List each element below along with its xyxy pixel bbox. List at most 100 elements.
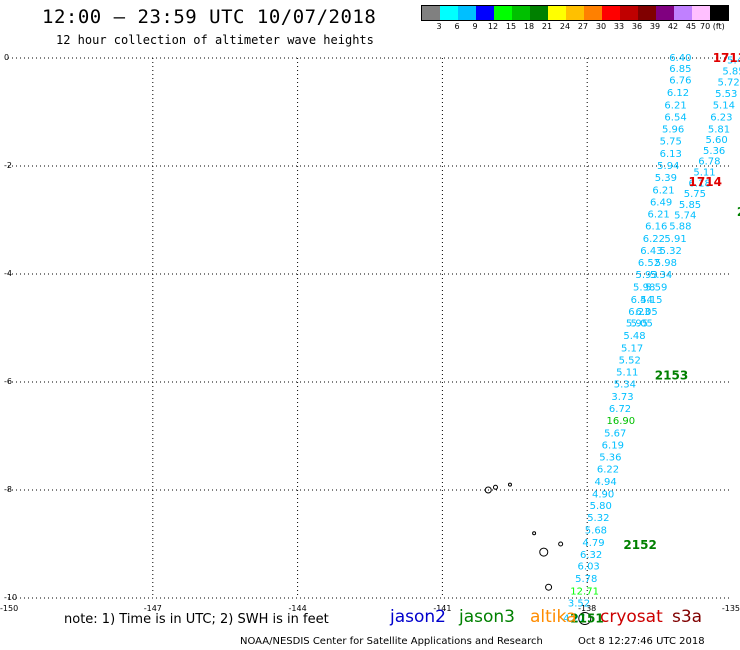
latitude-tick-label: -2 [4, 161, 12, 170]
swh-value-label: 6.23 [628, 307, 650, 318]
longitude-tick-label: -138 [578, 604, 596, 613]
swh-value-label: 6.32 [580, 550, 602, 561]
island-outline [539, 547, 549, 557]
legend-swatch [656, 6, 674, 20]
swh-value-label: 5.85 [722, 67, 740, 78]
swh-value-label: 3.52 [568, 598, 590, 609]
legend-tick-label: 42 [667, 22, 679, 31]
pass-time-label: 2151 [570, 612, 603, 626]
swh-value-label: 6.22 [597, 464, 619, 475]
swh-value-label: 6.52 [638, 258, 660, 269]
swh-value-label: 6.49 [650, 198, 672, 209]
legend-tick-label: 21 [541, 22, 553, 31]
legend-swatch [602, 6, 620, 20]
swh-value-label: 3.73 [611, 392, 633, 403]
longitude-tick-label: -144 [289, 604, 307, 613]
swh-value-label: 6.78 [698, 157, 720, 168]
swh-value-label: 5.11 [616, 367, 638, 378]
legend-swatch [458, 6, 476, 20]
pass-time-label: 1713 [713, 51, 740, 65]
swh-value-label: 5.48 [623, 331, 645, 342]
swh-value-label: 5.11 [693, 167, 715, 178]
swh-value-label: 6.16 [645, 221, 667, 232]
legend-tick-label: 6 [454, 22, 460, 31]
latitude-tick-label: -10 [4, 593, 17, 602]
island-outline [492, 484, 498, 490]
swh-value-label: 5.74 [674, 211, 696, 222]
footer-note: note: 1) Time is in UTC; 2) SWH is in fe… [64, 612, 329, 627]
swh-value-label: 5.32 [660, 246, 682, 257]
credit-line: NOAA/NESDIS Center for Satellite Applica… [240, 636, 543, 647]
longitude-tick-label: -147 [144, 604, 162, 613]
legend-tick-label: 18 [523, 22, 535, 31]
pass-time-label: 2152 [623, 538, 656, 552]
legend-tick-label: 3 [436, 22, 442, 31]
swh-value-label: 6.44 [631, 295, 653, 306]
swh-value-label: 16.90 [607, 416, 636, 427]
swh-value-label: 5.78 [575, 574, 597, 585]
island-outline [545, 583, 553, 591]
swh-value-label: 5.91 [664, 234, 686, 245]
swh-value-label: 6.12 [667, 88, 689, 99]
swh-value-label: 6.43 [640, 246, 662, 257]
satellite-altika-label: altika [530, 607, 577, 627]
swh-value-label: 5.88 [669, 221, 691, 232]
swh-value-label: 6.76 [669, 76, 691, 87]
legend-swatch [710, 6, 728, 20]
swh-value-label: 5.36 [703, 146, 725, 157]
map-subtitle: 12 hour collection of altimeter wave hei… [56, 33, 374, 47]
swh-value-label: 5.93 [635, 270, 657, 281]
legend-swatch [692, 6, 710, 20]
pass-time-label: 1714 [689, 175, 722, 189]
map-title: 12:00 – 23:59 UTC 10/07/2018 [42, 6, 377, 28]
swh-value-label: 5.85 [679, 200, 701, 211]
legend-tick-label: 33 [613, 22, 625, 31]
swh-value-label: 6.19 [602, 441, 624, 452]
swh-value-label: 5.80 [590, 501, 612, 512]
swh-value-label: 6.54 [664, 112, 686, 123]
swh-value-label: 5.81 [708, 124, 730, 135]
swh-value-label: 5.75 [660, 137, 682, 148]
legend-tick-label: 70 (ft) [700, 22, 725, 31]
swh-value-label: 5.17 [621, 344, 643, 355]
swh-value-label: 6.21 [648, 210, 670, 221]
legend-swatch [584, 6, 602, 20]
legend-swatch [494, 6, 512, 20]
swh-value-label: 6.21 [664, 101, 686, 112]
legend-swatch [620, 6, 638, 20]
latitude-tick-label: -8 [4, 485, 12, 494]
latitude-tick-label: -6 [4, 377, 12, 386]
swh-value-label: 6.23 [710, 112, 732, 123]
legend-swatch [512, 6, 530, 20]
swh-value-label: 5.98 [655, 258, 677, 269]
longitude-tick-label: -141 [433, 604, 451, 613]
swh-value-label: 6.22 [643, 234, 665, 245]
swh-value-label: 5.52 [619, 355, 641, 366]
swh-value-label: 5.98 [633, 283, 655, 294]
swh-value-label: 5.53 [715, 89, 737, 100]
legend-tick-label: 24 [559, 22, 571, 31]
swh-value-label: 6.13 [660, 149, 682, 160]
swh-value-label: 5.96 [662, 124, 684, 135]
pass-time-label: 2154 [737, 205, 740, 219]
legend-tick-label: 36 [631, 22, 643, 31]
swh-value-label: 5.72 [718, 77, 740, 88]
swh-value-label: 6.21 [652, 185, 674, 196]
legend-tick-label: 39 [649, 22, 661, 31]
swh-value-label: 5.36 [599, 453, 621, 464]
legend-swatch [674, 6, 692, 20]
swh-value-label: 5.67 [604, 428, 626, 439]
legend-swatch [548, 6, 566, 20]
swh-value-label: 5.34 [650, 270, 672, 281]
swh-value-label: 5.05 [631, 319, 653, 330]
latitude-tick-label: -4 [4, 269, 12, 278]
latitude-tick-label: 0 [4, 53, 9, 62]
swh-value-label: 6.40 [669, 53, 691, 64]
satellite-cryosat-label: cryosat [600, 607, 663, 627]
legend-tick-label: 12 [487, 22, 499, 31]
legend-swatch [638, 6, 656, 20]
island-outline [507, 482, 512, 487]
legend-swatch [566, 6, 584, 20]
island-outline [578, 612, 592, 626]
